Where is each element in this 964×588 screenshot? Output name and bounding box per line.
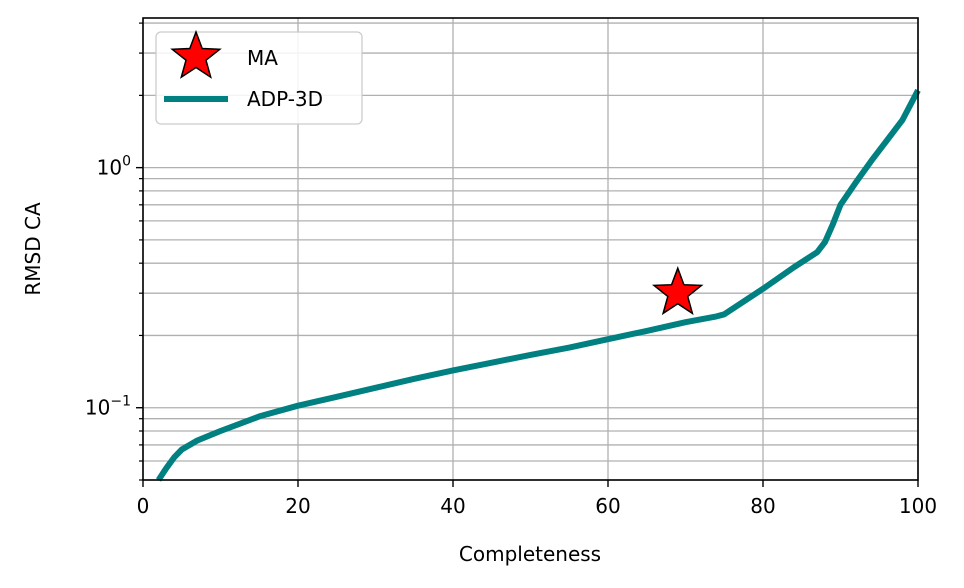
x-tick-label: 0 (137, 494, 150, 518)
y-axis-label: RMSD CA (21, 202, 45, 296)
axes-frame (142, 17, 919, 481)
x-axis-label: Completeness (459, 542, 601, 566)
x-tick-label: 60 (595, 494, 620, 518)
x-tick-label: 40 (440, 494, 465, 518)
data-point-ma (651, 266, 704, 316)
plot-area (155, 88, 921, 482)
legend-label-adp-3d: ADP-3D (247, 87, 323, 111)
y-tick-label: 10−1 (85, 394, 131, 420)
x-tick-label: 20 (285, 494, 310, 518)
legend-label-ma: MA (247, 46, 278, 70)
ticks: 0 20 40 60 80 100 10−1 100 (85, 22, 937, 518)
x-tick-label: 100 (899, 494, 937, 518)
legend: MA ADP-3D (155, 29, 363, 125)
y-tick-label: 100 (97, 154, 131, 180)
series-line-adp-3d (155, 88, 921, 482)
legend-star-marker (170, 29, 222, 79)
grid (142, 18, 919, 481)
x-tick-label: 80 (750, 494, 775, 518)
